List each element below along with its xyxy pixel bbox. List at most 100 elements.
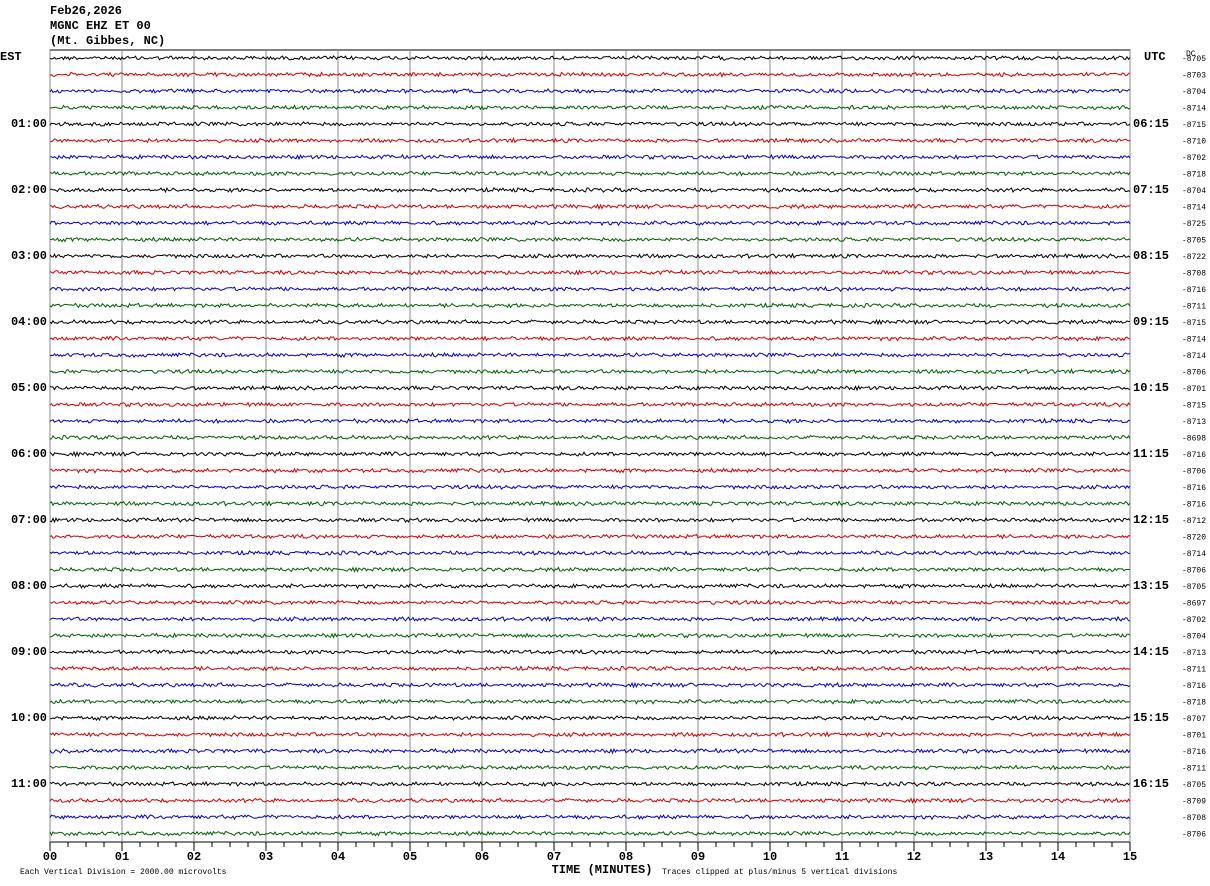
scale-note: Each Vertical Division = 2000.00 microvo… bbox=[20, 868, 227, 877]
dc-offset-label: -8718 bbox=[1182, 699, 1206, 708]
trace bbox=[49, 236, 1131, 243]
trace bbox=[49, 830, 1131, 837]
dc-offset-label: -8713 bbox=[1182, 649, 1206, 658]
dc-offset-label: -8705 bbox=[1182, 781, 1206, 790]
right-axis-label: UTC bbox=[1144, 50, 1166, 64]
est-hour-label: 02:00 bbox=[11, 183, 47, 197]
est-hour-label: 06:00 bbox=[11, 447, 47, 461]
plot-frame bbox=[49, 49, 1131, 843]
dc-offset-label: -8716 bbox=[1182, 286, 1206, 295]
trace bbox=[49, 681, 1131, 689]
trace bbox=[49, 764, 1131, 771]
dc-offset-label: -8708 bbox=[1182, 814, 1206, 823]
dc-offset-label: -8698 bbox=[1182, 435, 1206, 444]
x-tick-label: 14 bbox=[1051, 850, 1065, 864]
x-tick-label: 13 bbox=[979, 850, 993, 864]
trace bbox=[49, 797, 1131, 804]
dc-offset-label: -8709 bbox=[1182, 798, 1206, 807]
utc-hour-label: 15:15 bbox=[1133, 711, 1169, 725]
dc-offset-label: -8714 bbox=[1182, 550, 1206, 559]
trace bbox=[49, 351, 1131, 359]
trace bbox=[49, 368, 1131, 375]
trace bbox=[49, 120, 1131, 127]
est-hour-label: 09:00 bbox=[11, 645, 47, 659]
trace bbox=[49, 434, 1131, 441]
trace bbox=[49, 648, 1131, 656]
dc-offset-label: -8716 bbox=[1182, 451, 1206, 460]
trace bbox=[49, 549, 1131, 556]
clip-note: Traces clipped at plus/minus 5 vertical … bbox=[662, 868, 897, 877]
trace bbox=[49, 714, 1131, 722]
dc-offset-label: -8707 bbox=[1182, 715, 1206, 724]
chart-title: Feb26,2026 bbox=[50, 4, 122, 18]
x-tick-label: 02 bbox=[187, 850, 201, 864]
trace bbox=[49, 335, 1131, 342]
utc-hour-label: 10:15 bbox=[1133, 381, 1169, 395]
x-tick-label: 06 bbox=[475, 850, 489, 864]
dc-offset-label: -8702 bbox=[1182, 154, 1206, 163]
x-tick-label: 00 bbox=[43, 850, 57, 864]
dc-offset-label: -8722 bbox=[1182, 253, 1206, 262]
x-tick-label: 12 bbox=[907, 850, 921, 864]
dc-offset-label: -8701 bbox=[1182, 385, 1206, 394]
dc-offset-label: -8711 bbox=[1182, 666, 1206, 675]
est-hour-label: 03:00 bbox=[11, 249, 47, 263]
dc-offset-label: -8716 bbox=[1182, 501, 1206, 510]
dc-offset-label: -8714 bbox=[1182, 336, 1206, 345]
est-hour-label: 05:00 bbox=[11, 381, 47, 395]
utc-hour-label: 11:15 bbox=[1133, 447, 1169, 461]
trace bbox=[49, 252, 1131, 260]
dc-offset-label: -8701 bbox=[1182, 732, 1206, 741]
dc-offset-label: -8716 bbox=[1182, 484, 1206, 493]
trace bbox=[49, 747, 1131, 755]
x-tick-label: 10 bbox=[763, 850, 777, 864]
trace bbox=[49, 582, 1131, 590]
dc-offset-label: -8704 bbox=[1182, 633, 1206, 642]
dc-offset-label: -8702 bbox=[1182, 616, 1206, 625]
dc-offset-label: -8697 bbox=[1182, 600, 1206, 609]
utc-hour-label: 07:15 bbox=[1133, 183, 1169, 197]
dc-offset-label: -8718 bbox=[1182, 171, 1206, 180]
trace bbox=[49, 137, 1131, 144]
dc-offset-label: -8716 bbox=[1182, 748, 1206, 757]
trace bbox=[49, 186, 1131, 194]
est-hour-label: 07:00 bbox=[11, 513, 47, 527]
dc-offset-label: -8714 bbox=[1182, 204, 1206, 213]
est-hour-label: 01:00 bbox=[11, 117, 47, 131]
est-hour-label: 11:00 bbox=[11, 777, 47, 791]
trace bbox=[49, 533, 1131, 540]
est-hour-label: 08:00 bbox=[11, 579, 47, 593]
trace bbox=[49, 384, 1131, 392]
trace bbox=[49, 220, 1131, 227]
trace bbox=[49, 87, 1130, 95]
utc-hour-label: 14:15 bbox=[1133, 645, 1169, 659]
x-tick-label: 05 bbox=[403, 850, 417, 864]
trace bbox=[49, 269, 1131, 276]
trace bbox=[49, 170, 1131, 177]
x-tick-label: 09 bbox=[691, 850, 705, 864]
trace bbox=[49, 615, 1131, 623]
dc-offset-label: -8706 bbox=[1182, 831, 1206, 840]
trace bbox=[49, 153, 1131, 161]
x-tick-label: 11 bbox=[835, 850, 849, 864]
trace bbox=[49, 104, 1131, 111]
left-axis-label: EST bbox=[0, 50, 22, 64]
trace bbox=[49, 450, 1131, 458]
trace bbox=[49, 318, 1131, 326]
x-tick-label: 07 bbox=[547, 850, 561, 864]
dc-offset-label: -8720 bbox=[1182, 534, 1206, 543]
x-tick-label: 08 bbox=[619, 850, 633, 864]
dc-offset-label: -8705 bbox=[1182, 583, 1206, 592]
x-tick-label: 04 bbox=[331, 850, 345, 864]
trace bbox=[49, 516, 1131, 524]
trace bbox=[49, 780, 1131, 788]
trace bbox=[49, 665, 1131, 672]
dc-offset-label: -8715 bbox=[1182, 402, 1206, 411]
dc-offset-label: -8712 bbox=[1182, 517, 1206, 526]
dc-offset-label: -8714 bbox=[1182, 105, 1206, 114]
dc-offset-label: -8711 bbox=[1182, 303, 1206, 312]
dc-offset-label: -8704 bbox=[1182, 187, 1206, 196]
dc-offset-label: -8716 bbox=[1182, 682, 1206, 691]
